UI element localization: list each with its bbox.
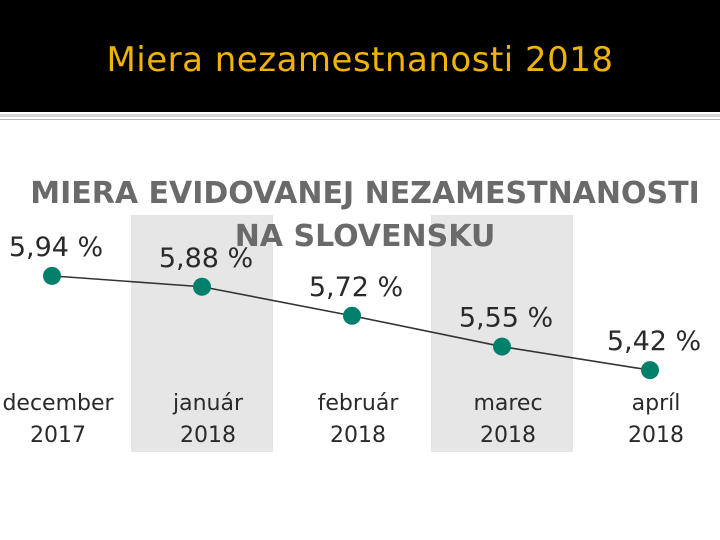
category-year-2: 2018 bbox=[330, 423, 386, 448]
slide-title: Miera nezamestnanosti 2018 bbox=[106, 40, 614, 80]
category-label-0: december bbox=[2, 391, 114, 416]
category-label-3: marec bbox=[473, 391, 542, 416]
column-band-1 bbox=[131, 215, 273, 452]
chart-title-line-1: MIERA EVIDOVANEJ NEZAMESTNANOSTI bbox=[30, 176, 700, 211]
category-year-3: 2018 bbox=[480, 423, 536, 448]
data-label-0: 5,94 % bbox=[9, 232, 103, 263]
data-point-2 bbox=[343, 306, 361, 325]
column-band-3 bbox=[431, 215, 573, 452]
title-divider-thin bbox=[0, 119, 720, 120]
category-year-0: 2017 bbox=[30, 423, 86, 448]
unemployment-chart: MIERA EVIDOVANEJ NEZAMESTNANOSTI NA SLOV… bbox=[2, 176, 701, 452]
title-divider bbox=[0, 114, 720, 117]
data-label-4: 5,42 % bbox=[607, 326, 701, 357]
category-year-1: 2018 bbox=[180, 423, 236, 448]
data-point-3 bbox=[493, 337, 511, 356]
category-label-4: apríl bbox=[632, 391, 681, 416]
data-label-2: 5,72 % bbox=[309, 272, 403, 303]
data-point-4 bbox=[641, 361, 659, 380]
category-year-4: 2018 bbox=[628, 423, 684, 448]
chart-title-line-2: NA SLOVENSKU bbox=[235, 219, 496, 254]
data-label-3: 5,55 % bbox=[459, 303, 553, 334]
category-label-1: január bbox=[172, 391, 244, 416]
data-point-1 bbox=[193, 277, 211, 296]
title-band bbox=[0, 0, 720, 112]
data-point-0 bbox=[43, 266, 61, 285]
category-label-2: február bbox=[318, 391, 400, 416]
data-label-1: 5,88 % bbox=[159, 243, 253, 274]
